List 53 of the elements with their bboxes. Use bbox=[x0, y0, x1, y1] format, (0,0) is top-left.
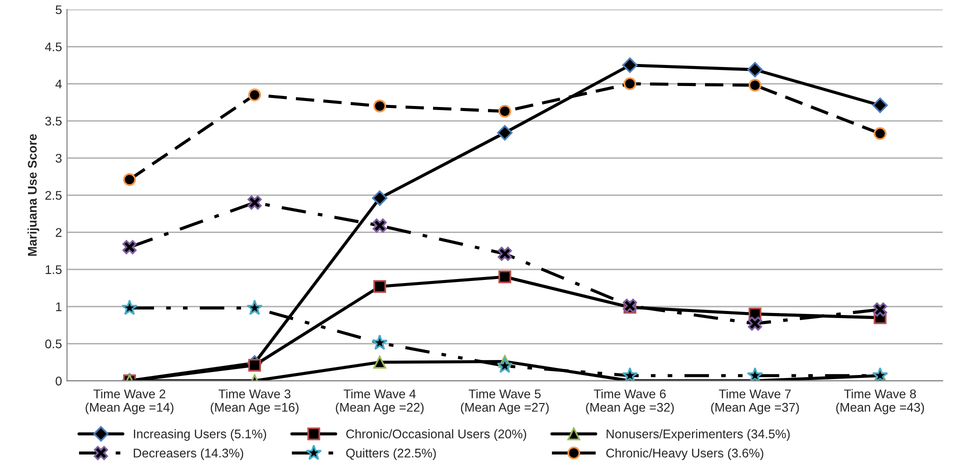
legend-label: Chronic/Heavy Users (3.6%) bbox=[606, 448, 764, 460]
point bbox=[622, 367, 638, 381]
point bbox=[373, 280, 386, 293]
point bbox=[873, 302, 888, 317]
y-axis-title: Marijuana Use Score bbox=[28, 134, 40, 256]
legend-label: Decreasers (14.3%) bbox=[134, 448, 244, 460]
point bbox=[748, 316, 762, 331]
point bbox=[497, 125, 513, 140]
point bbox=[498, 246, 512, 261]
y-tick-label: 2.5 bbox=[45, 190, 62, 200]
point bbox=[248, 358, 262, 372]
point bbox=[496, 357, 513, 373]
x-tick-label: Time Wave 3 (Mean Age =16) bbox=[210, 389, 299, 414]
point bbox=[747, 62, 763, 78]
point bbox=[373, 100, 386, 112]
point bbox=[248, 88, 262, 102]
point bbox=[874, 127, 886, 140]
y-tick-label: 0.5 bbox=[45, 339, 62, 348]
x-tick-label: Time Wave 2 (Mean Age =14) bbox=[86, 389, 174, 414]
legend-label: Increasing Users (5.1%) bbox=[134, 429, 266, 441]
y-tick-label: 4 bbox=[55, 80, 62, 88]
y-tick-label: 3 bbox=[56, 154, 62, 163]
point bbox=[372, 218, 387, 233]
y-tick-label: 1 bbox=[56, 302, 62, 312]
point bbox=[372, 190, 388, 206]
point bbox=[373, 356, 386, 369]
legend-label: Quitters (22.5%) bbox=[346, 448, 436, 460]
x-tick-label: Time Wave 8 (Mean Age =43) bbox=[836, 389, 924, 414]
point bbox=[872, 98, 888, 114]
y-tick-label: 4.5 bbox=[45, 42, 62, 52]
x-tick-label: Time Wave 7 (Mean Age =37) bbox=[711, 389, 799, 414]
point bbox=[123, 173, 136, 186]
x-tick-label: Time Wave 5 (Mean Age =27) bbox=[460, 389, 549, 414]
legend-label: Nonusers/Experimenters (34.5%) bbox=[606, 429, 790, 441]
point bbox=[246, 300, 263, 316]
point bbox=[121, 300, 138, 316]
point bbox=[372, 334, 388, 350]
point bbox=[248, 196, 262, 210]
legend-label: Chronic/Occasional Users (20%) bbox=[346, 429, 526, 441]
y-tick-label: 3.5 bbox=[45, 116, 62, 126]
y-tick-label: 1.5 bbox=[46, 265, 62, 274]
y-tick-label: 2 bbox=[56, 228, 62, 237]
point bbox=[622, 58, 638, 73]
point bbox=[498, 270, 512, 284]
y-tick-label: 0 bbox=[56, 376, 62, 386]
x-tick-label: Time Wave 6 (Mean Age =32) bbox=[586, 389, 674, 414]
point bbox=[746, 367, 764, 381]
point bbox=[498, 104, 512, 118]
x-tick-label: Time Wave 4 (Mean Age =22) bbox=[336, 389, 424, 414]
point bbox=[748, 78, 762, 92]
point bbox=[122, 240, 137, 254]
y-tick-label: 5 bbox=[56, 5, 62, 14]
point bbox=[624, 77, 636, 90]
